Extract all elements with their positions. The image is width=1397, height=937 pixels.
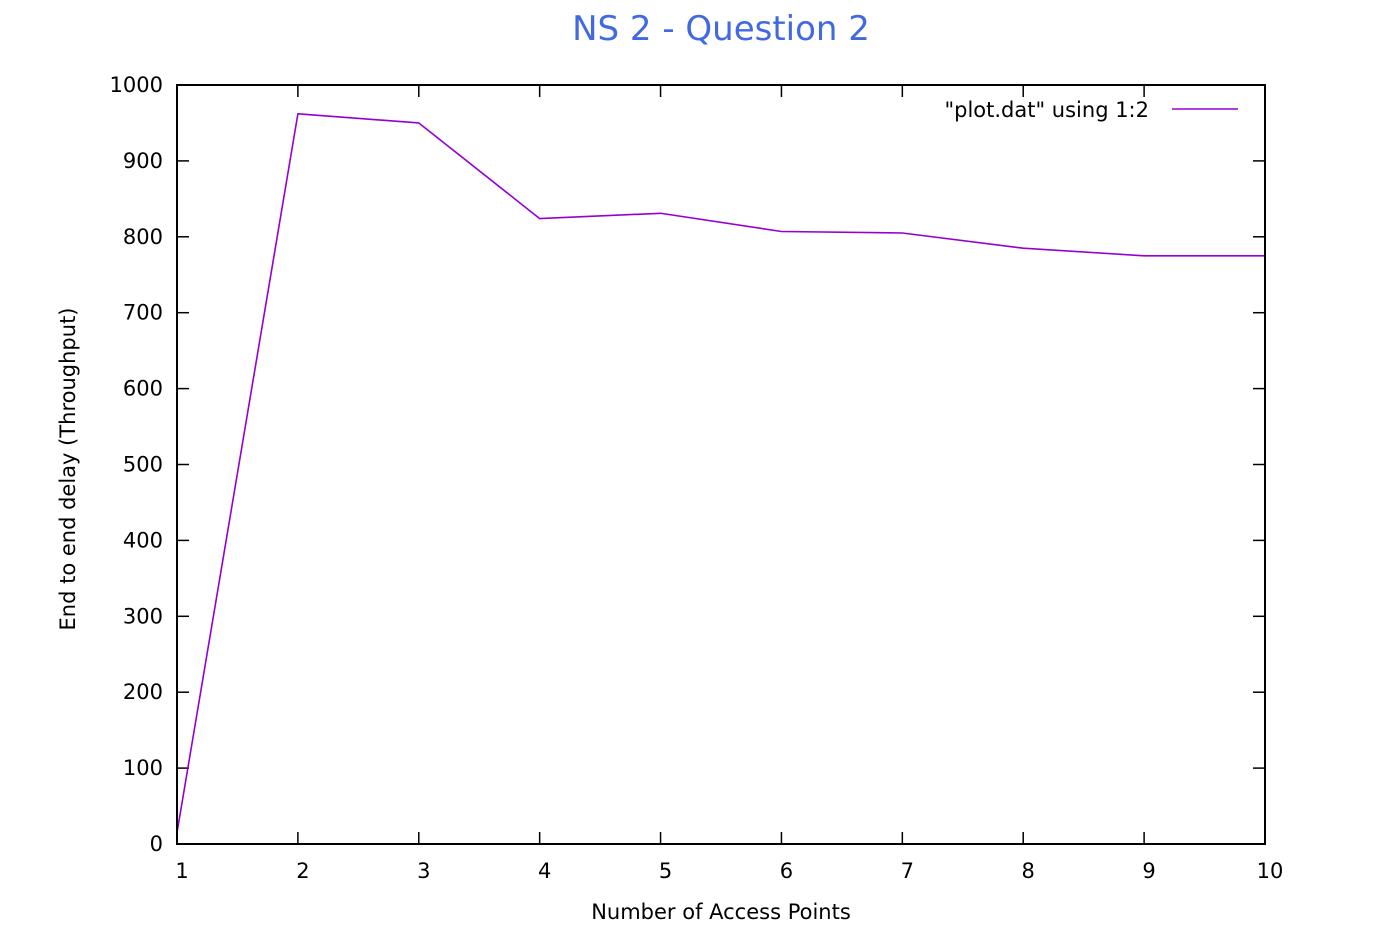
x-tick-label: 4 [538, 859, 551, 883]
legend-label: "plot.dat" using 1:2 [944, 98, 1149, 122]
series-line [177, 114, 1265, 833]
x-tick-label: 8 [1022, 859, 1035, 883]
y-tick-label: 200 [123, 680, 163, 704]
x-tick-label: 9 [1142, 859, 1155, 883]
x-tick-label: 5 [659, 859, 672, 883]
chart-title: NS 2 - Question 2 [572, 9, 870, 49]
x-tick-label: 7 [901, 859, 914, 883]
x-tick-label: 10 [1257, 859, 1284, 883]
plot-frame [177, 85, 1265, 844]
y-tick-label: 700 [123, 301, 163, 325]
y-tick-label: 600 [123, 377, 163, 401]
series-layer [177, 114, 1265, 833]
y-tick-label: 500 [123, 453, 163, 477]
y-tick-label: 800 [123, 225, 163, 249]
x-tick-label: 2 [296, 859, 309, 883]
x-tick-label: 1 [175, 859, 188, 883]
y-tick-label: 400 [123, 528, 163, 552]
y-axis-title: End to end delay (Throughput) [56, 308, 80, 631]
y-tick-label: 100 [123, 756, 163, 780]
y-tick-label: 300 [123, 604, 163, 628]
y-tick-label: 900 [123, 149, 163, 173]
x-tick-label: 6 [780, 859, 793, 883]
y-tick-label: 1000 [110, 73, 163, 97]
ticks-layer: 0 100 200 300 400 500 600 700 800 900 1000 1 2 3 4 5 6 7 8… [110, 73, 1284, 883]
legend: "plot.dat" using 1:2 [944, 98, 1238, 122]
y-tick-label: 0 [150, 832, 163, 856]
x-axis-title: Number of Access Points [591, 900, 851, 924]
x-tick-label: 3 [417, 859, 430, 883]
